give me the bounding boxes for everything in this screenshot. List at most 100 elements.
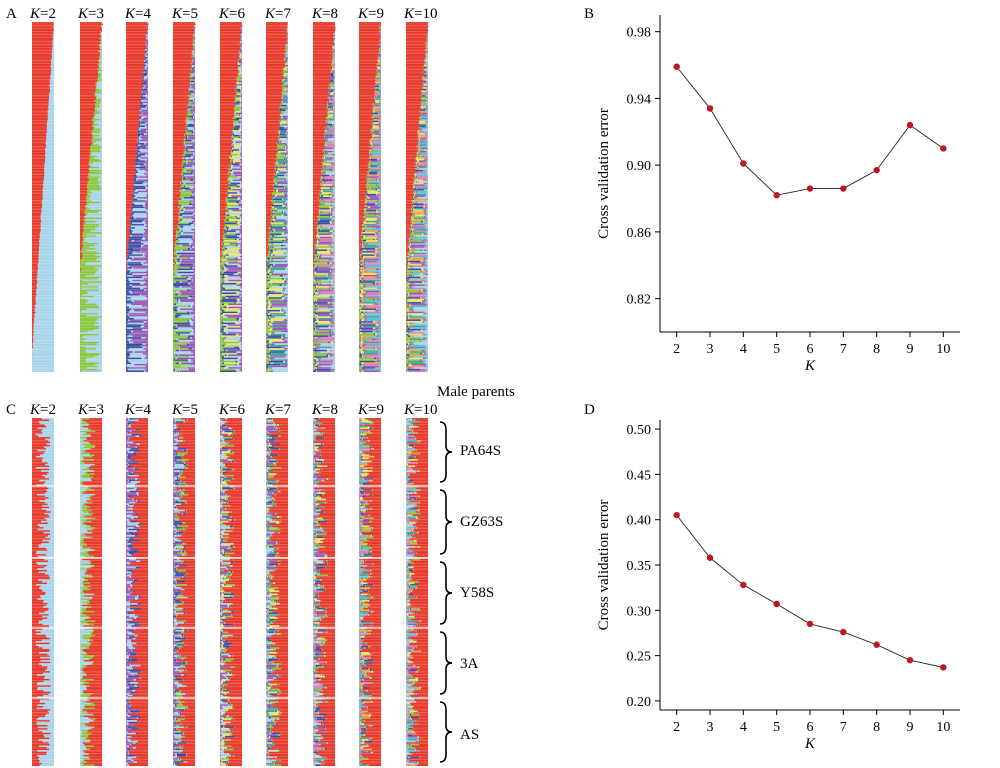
admixture-segment [285,82,289,85]
admixture-segment [52,31,55,34]
admixture-segment [220,96,236,99]
admixture-segment [177,324,191,326]
admixture-segment [32,168,45,171]
admixture-segment [90,174,103,177]
admixture-segment [48,112,55,115]
admixture-segment [231,149,240,151]
admixture-segment [132,193,135,196]
admixture-segment [173,165,183,167]
admixture-segment [283,85,284,88]
admixture-segment [32,360,55,363]
admixture-segment [240,252,243,255]
admixture-segment [80,364,95,366]
admixture-segment [220,362,223,365]
admixture-segment [177,309,194,312]
admixture-segment [241,77,243,80]
admixture-segment [173,114,188,116]
admixture-segment [239,287,242,290]
admixture-segment [236,351,237,353]
admixture-segment [99,104,103,107]
admixture-segment [84,238,103,241]
admixture-segment [50,66,55,69]
admixture-segment [128,290,132,293]
admixture-segment [142,236,145,239]
admixture-segment [173,332,176,334]
admixture-segment [140,294,149,296]
admixture-segment [193,120,196,123]
admixture-segment [173,187,181,190]
admixture-segment [140,107,148,110]
admixture-segment [93,127,96,129]
admixture-segment [131,203,135,206]
admixture-segment [235,302,239,304]
admixture-segment [47,115,55,118]
admixture-segment [173,68,192,70]
admixture-segment [80,95,96,97]
admixture-segment [220,77,237,80]
admixture-segment [40,216,55,218]
admixture-segment [97,63,101,66]
admixture-segment [188,92,191,94]
admixture-segment [225,297,227,299]
admixture-segment [142,112,149,115]
admixture-segment [239,300,243,303]
admixture-segment [220,182,229,185]
admixture-segment [239,325,241,328]
admixture-segment [86,262,103,264]
admixture-segment [191,217,196,220]
admixture-segment [33,333,55,336]
admixture-segment [177,302,195,304]
admixture-segment [126,71,144,73]
admixture-segment [266,45,286,48]
admixture-segment [126,34,146,37]
admixture-segment [173,123,187,126]
admixture-segment [37,270,55,272]
admixture-segment [32,141,46,143]
admixture-segment [182,171,191,174]
admixture-segment [32,319,35,322]
admixture-segment [48,119,55,121]
admixture-segment [184,133,192,136]
admixture-segment [220,176,229,178]
admixture-segment [173,106,187,108]
admixture-segment [224,286,241,288]
admixture-segment [138,136,141,139]
admixture-segment [194,125,195,128]
admixture-segment [186,163,196,166]
admixture-segment [176,274,182,277]
admixture-segment [173,101,189,104]
admixture-segment [230,147,233,150]
admixture-segment [241,96,243,99]
admixture-segment [173,185,181,188]
admixture-segment [190,74,192,77]
admixture-segment [126,92,141,94]
admixture-segment [126,305,128,307]
admixture-segment [222,247,225,250]
admixture-segment [136,144,139,147]
admixture-segment [32,193,43,196]
admixture-segment [191,220,196,223]
admixture-segment [223,278,227,280]
admixture-segment [175,290,180,293]
admixture-segment [191,64,195,67]
admixture-segment [32,39,53,42]
admixture-segment [39,243,55,245]
admixture-segment [236,352,243,355]
admixture-segment [222,236,227,239]
admixture-segment [38,255,55,258]
admixture-segment [173,203,180,206]
admixture-segment [80,45,100,48]
admixture-segment [179,233,194,236]
admixture-segment [186,158,188,161]
admixture-segment [220,282,222,285]
admixture-segment [239,163,241,166]
admixture-segment [236,244,238,247]
admixture-segment [32,265,38,268]
admixture-segment [189,96,191,99]
admixture-segment [180,365,195,368]
admixture-segment [32,305,35,307]
admixture-segment [230,165,233,167]
admixture-segment [266,52,285,54]
admixture-segment [32,254,39,256]
admixture-segment [147,192,149,194]
